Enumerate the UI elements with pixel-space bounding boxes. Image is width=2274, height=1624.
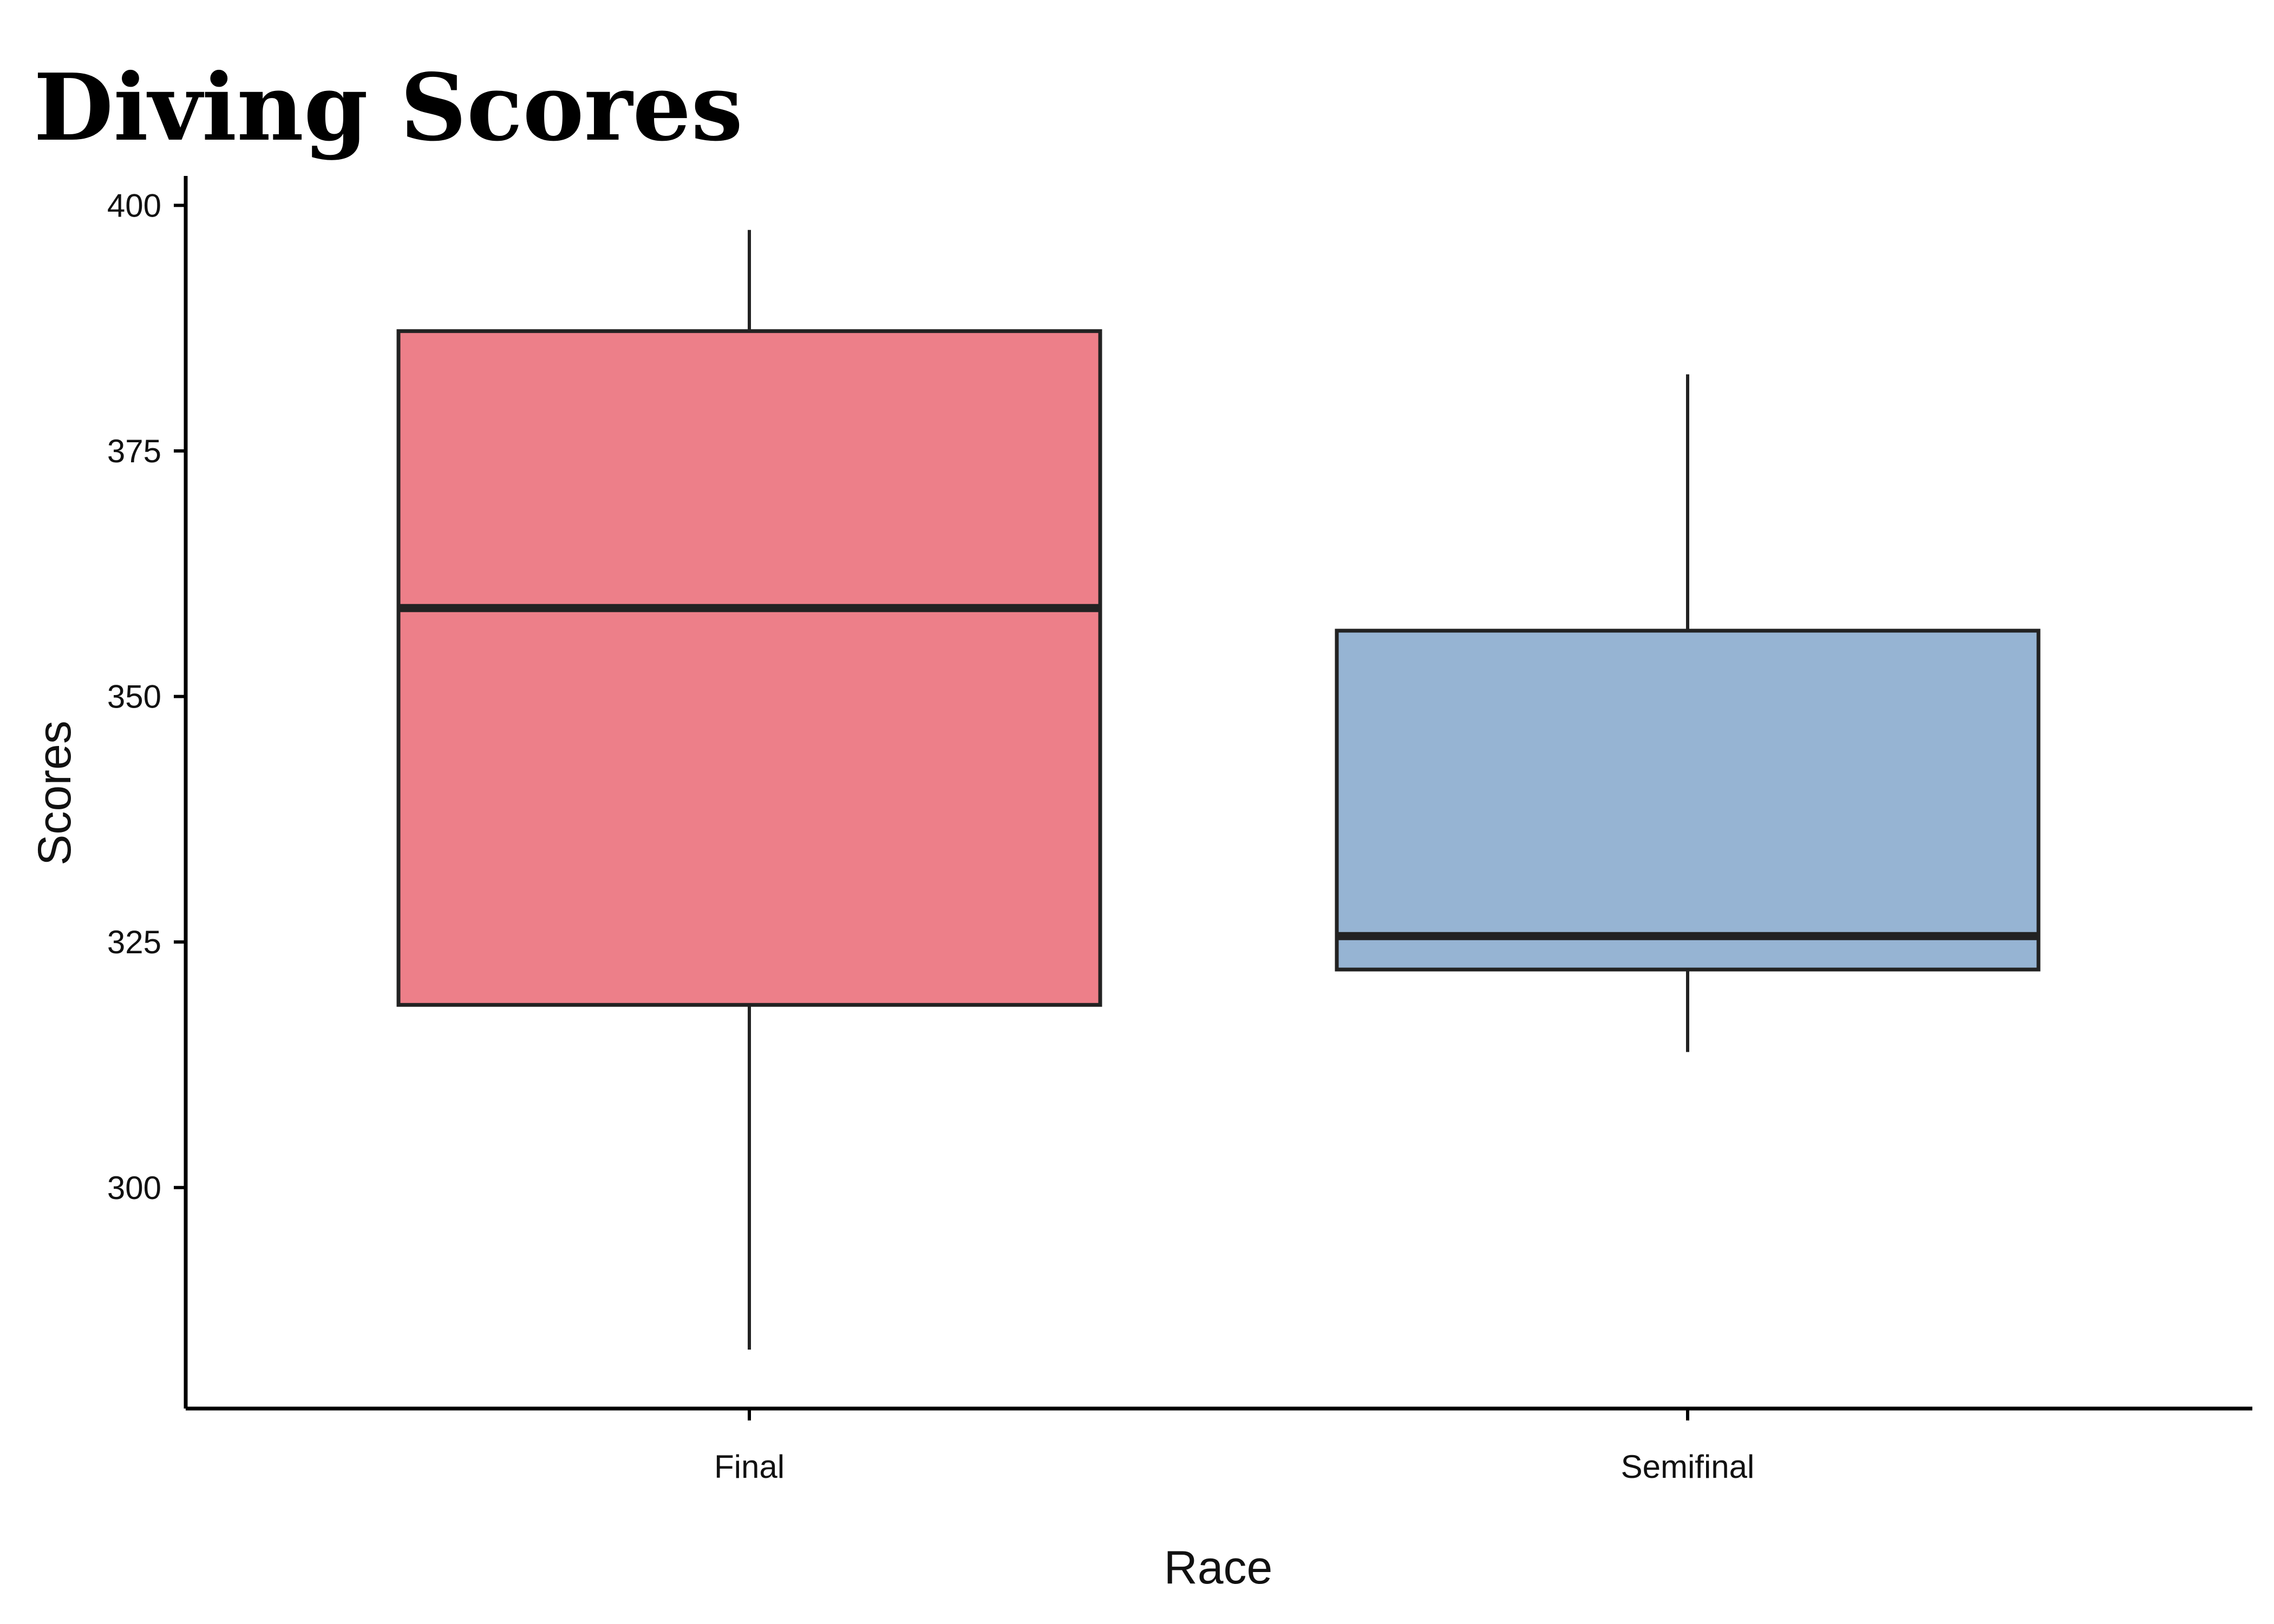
- y-tick-label: 375: [107, 433, 161, 469]
- y-axis-title: Scores: [29, 721, 81, 866]
- chart-title: Diving Scores: [34, 54, 743, 162]
- x-axis-ticks: Final Semifinal: [714, 1409, 1754, 1485]
- y-tick-label: 300: [107, 1170, 161, 1206]
- y-tick-label: 350: [107, 679, 161, 715]
- y-tick-label: 325: [107, 924, 161, 960]
- box-semifinal: [1335, 374, 2041, 1052]
- y-axis-ticks: 300 325 350 375 400: [107, 187, 186, 1206]
- iqr-box: [396, 329, 1102, 1007]
- plot-area: [396, 230, 2041, 1350]
- x-tick-label: Semifinal: [1621, 1449, 1755, 1485]
- box-final: [396, 230, 1102, 1350]
- y-tick-label: 400: [107, 187, 161, 224]
- x-tick-label: Final: [714, 1449, 785, 1485]
- x-axis-title: Race: [1164, 1542, 1273, 1594]
- iqr-box: [1335, 628, 2041, 972]
